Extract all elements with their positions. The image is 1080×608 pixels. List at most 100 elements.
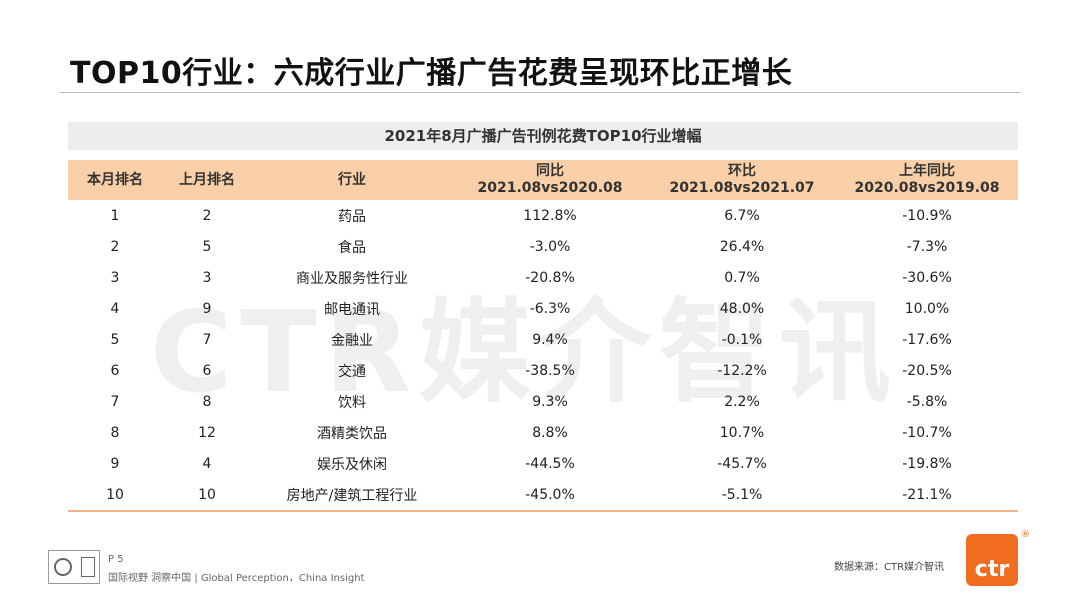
page-title: TOP10行业：六成行业广播广告花费呈现环比正增长 — [70, 56, 793, 91]
column-header-period: 2021.08vs2021.07 — [669, 180, 815, 196]
table-cell: -38.5% — [525, 362, 575, 379]
table-cell: -19.8% — [902, 455, 952, 472]
table-cell: 邮电通讯 — [324, 301, 380, 318]
table-cell: 1 — [110, 207, 120, 224]
table-row: 3 3 商业及服务性行业 -20.8% 0.7% -30.6% — [68, 262, 1018, 293]
column-header-title: 同比 — [536, 163, 564, 179]
table-cell: 房地产/建筑工程行业 — [252, 479, 452, 512]
table-row: 4 9 邮电通讯 -6.3% 48.0% 10.0% — [68, 293, 1018, 324]
table-cell: 4 — [110, 300, 120, 317]
data-source: 数据来源：CTR媒介智讯 — [834, 562, 945, 573]
table-cell: -10.9% — [902, 207, 952, 224]
table-cell: -12.2% — [717, 362, 767, 379]
registered-mark: ® — [1021, 530, 1030, 540]
table-row: 2 5 食品 -3.0% 26.4% -7.3% — [68, 231, 1018, 262]
table-row: 7 8 饮料 9.3% 2.2% -5.8% — [68, 386, 1018, 417]
table-cell: -45.7% — [717, 455, 767, 472]
table-cell: 8 — [202, 393, 212, 410]
data-table-container: 2021年8月广播广告刊例花费TOP10行业增幅 本月排名 上月排名 行业 同比 202… — [68, 122, 1018, 512]
table-cell: -21.1% — [836, 479, 1018, 512]
table-cell: -45.0% — [452, 479, 648, 512]
table-cell: -0.1% — [721, 331, 763, 348]
table-cell: 5 — [202, 238, 212, 255]
table-cell: 8.8% — [532, 424, 568, 441]
table-cell: 2.2% — [724, 393, 760, 410]
table-cell: 金融业 — [331, 332, 373, 349]
table-cell: 6 — [202, 362, 212, 379]
table-cell: 9.4% — [532, 331, 568, 348]
table-cell: 商业及服务性行业 — [296, 270, 408, 287]
table-cell: 3 — [110, 269, 120, 286]
table-cell: -17.6% — [902, 331, 952, 348]
ctr-logo: ctr — [966, 534, 1018, 586]
table-cell: 10 — [68, 479, 162, 512]
column-header: 行业 — [252, 160, 452, 200]
table-header-row: 本月排名 上月排名 行业 同比 2021.08vs2020.08 环比 2021.08vs2… — [68, 160, 1018, 200]
title-divider — [60, 92, 1020, 93]
column-header: 本月排名 — [68, 160, 162, 200]
table-cell: -44.5% — [525, 455, 575, 472]
table-cell: 2 — [202, 207, 212, 224]
table-cell: -6.3% — [529, 300, 571, 317]
table-cell: -7.3% — [906, 238, 948, 255]
table-cell: 0.7% — [724, 269, 760, 286]
table-cell: 娱乐及休闲 — [317, 456, 387, 473]
column-header-title: 环比 — [728, 163, 756, 179]
table-cell: 112.8% — [523, 207, 577, 224]
table-cell: 9.3% — [532, 393, 568, 410]
footer-slogan: 国际视野 洞察中国 | Global Perception，China Insi… — [108, 573, 365, 584]
table-cell: -10.7% — [902, 424, 952, 441]
table-body: 1 2 药品 112.8% 6.7% -10.9% 2 5 食品 -3.0% 26.4% -7.3% 3… — [68, 200, 1018, 512]
table-cell: 食品 — [338, 239, 366, 256]
table-cell: 3 — [202, 269, 212, 286]
column-header-title: 上年同比 — [899, 163, 955, 179]
table-cell: -20.5% — [902, 362, 952, 379]
table-cell: 6 — [110, 362, 120, 379]
table-cell: 7 — [110, 393, 120, 410]
industry-growth-table: 本月排名 上月排名 行业 同比 2021.08vs2020.08 环比 2021.08vs2… — [68, 160, 1018, 512]
table-cell: 10.7% — [719, 424, 765, 441]
table-cell: 12 — [198, 424, 216, 441]
table-cell: 饮料 — [338, 394, 366, 411]
table-cell: -30.6% — [902, 269, 952, 286]
table-cell: 2 — [110, 238, 120, 255]
table-row: 10 10 房地产/建筑工程行业 -45.0% -5.1% -21.1% — [68, 479, 1018, 512]
table-cell: 8 — [110, 424, 120, 441]
table-row: 5 7 金融业 9.4% -0.1% -17.6% — [68, 324, 1018, 355]
table-cell: 10.0% — [904, 300, 950, 317]
seal-icon — [53, 558, 72, 576]
table-cell: 4 — [202, 455, 212, 472]
table-cell: 5 — [110, 331, 120, 348]
table-cell: -3.0% — [529, 238, 571, 255]
column-header: 上月排名 — [162, 160, 252, 200]
table-caption: 2021年8月广播广告刊例花费TOP10行业增幅 — [68, 122, 1018, 150]
column-header-period: 2021.08vs2020.08 — [477, 180, 623, 196]
column-header: 环比 2021.08vs2021.07 — [648, 160, 836, 200]
certification-logo — [48, 550, 100, 584]
badge-icon — [80, 557, 95, 577]
column-header-title: 本月排名 — [87, 171, 143, 188]
table-cell: 6.7% — [724, 207, 760, 224]
table-cell: 26.4% — [719, 238, 765, 255]
column-header-title: 行业 — [338, 171, 366, 188]
column-header-period: 2020.08vs2019.08 — [854, 180, 1000, 196]
column-header: 上年同比 2020.08vs2019.08 — [836, 160, 1018, 200]
table-row: 9 4 娱乐及休闲 -44.5% -45.7% -19.8% — [68, 448, 1018, 479]
table-row: 8 12 酒精类饮品 8.8% 10.7% -10.7% — [68, 417, 1018, 448]
table-cell: 酒精类饮品 — [317, 425, 387, 442]
table-row: 6 6 交通 -38.5% -12.2% -20.5% — [68, 355, 1018, 386]
table-cell: -5.8% — [906, 393, 948, 410]
page-number: P 5 — [108, 554, 124, 565]
table-cell: 9 — [110, 455, 120, 472]
table-cell: 7 — [202, 331, 212, 348]
table-cell: 9 — [202, 300, 212, 317]
table-cell: 药品 — [338, 208, 366, 225]
table-cell: 10 — [162, 479, 252, 512]
table-cell: -5.1% — [648, 479, 836, 512]
table-cell: 48.0% — [719, 300, 765, 317]
column-header: 同比 2021.08vs2020.08 — [452, 160, 648, 200]
column-header-title: 上月排名 — [179, 171, 235, 188]
table-row: 1 2 药品 112.8% 6.7% -10.9% — [68, 200, 1018, 231]
watermark: CTR媒介智讯 — [150, 288, 899, 418]
table-cell: -20.8% — [525, 269, 575, 286]
